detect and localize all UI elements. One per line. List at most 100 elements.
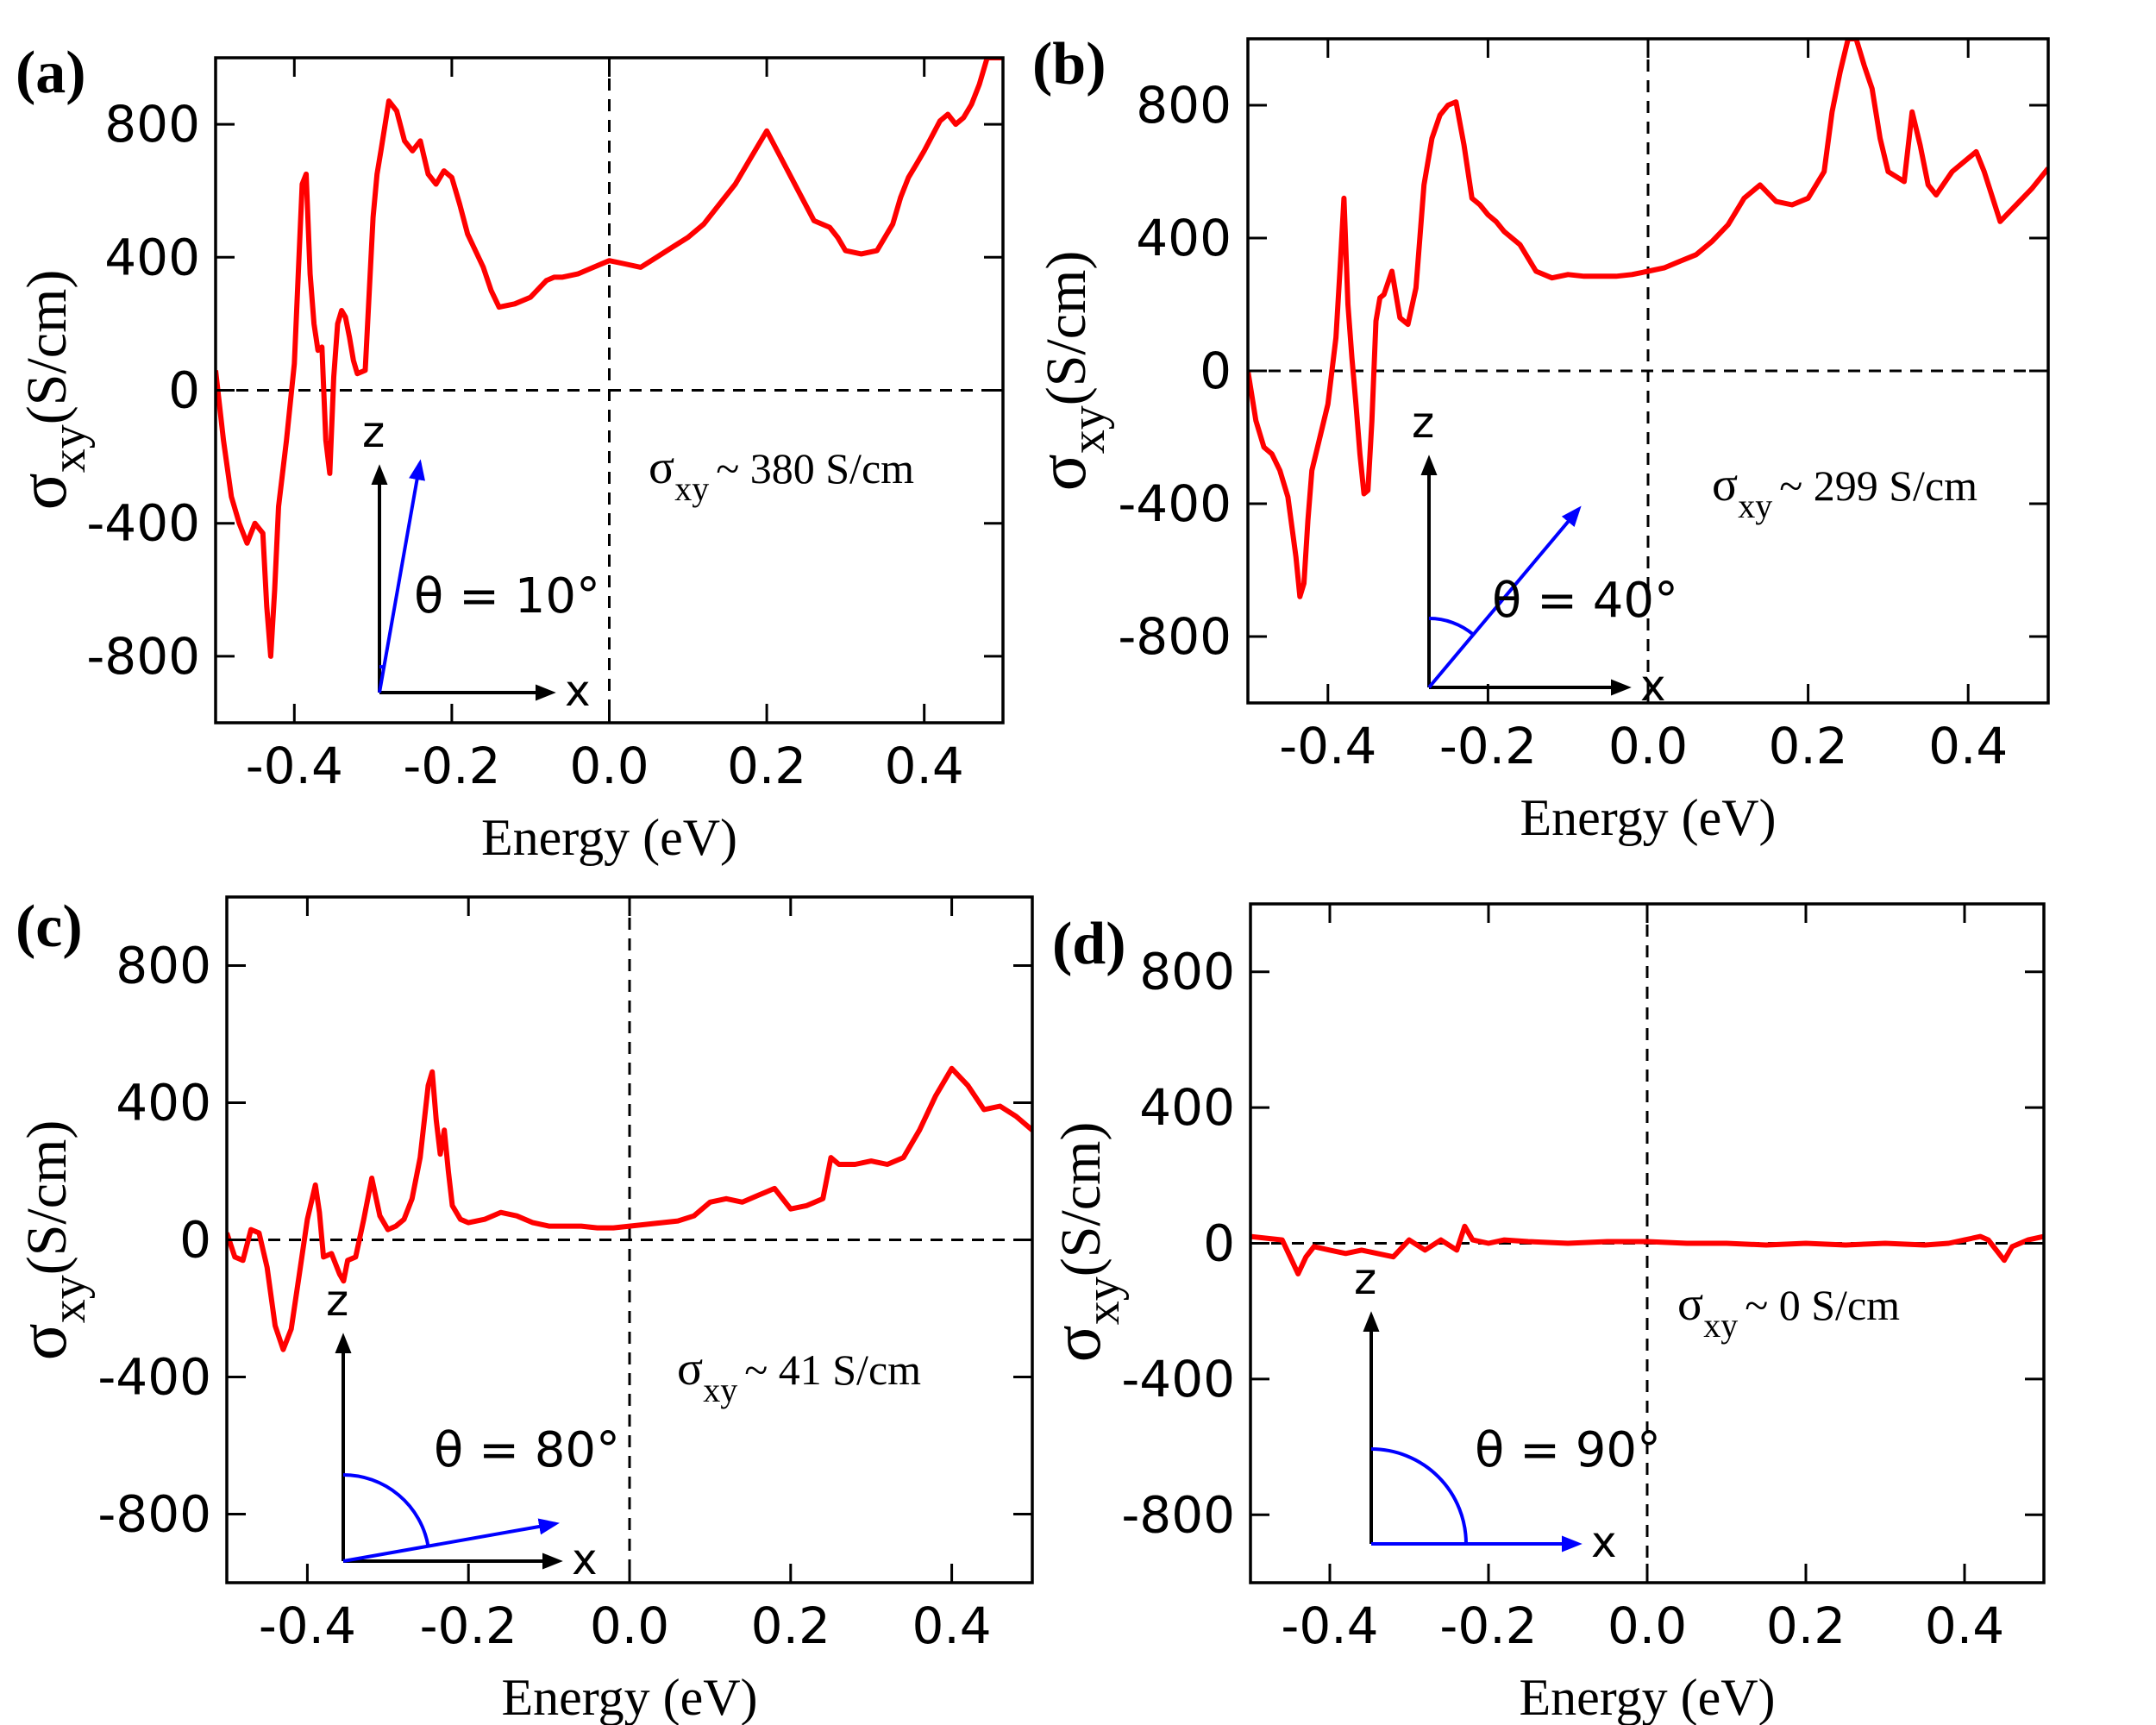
y-tick-label: 0 — [1200, 342, 1232, 400]
panel-label: (a) — [16, 40, 86, 106]
y-axis-unit: (S/cm) — [16, 1120, 78, 1276]
x-tick-label: -0.4 — [259, 1596, 356, 1655]
y-axis-subscript: xy — [1076, 1276, 1130, 1325]
y-tick-label: 800 — [104, 95, 200, 154]
annotation-symbol: σ — [1677, 1277, 1703, 1331]
inset-magnetization-vector — [378, 459, 426, 693]
x-tick-label: 0.4 — [1925, 1596, 2004, 1655]
inset-magnetization-vector — [1427, 505, 1582, 689]
x-tick-label: -0.2 — [403, 737, 500, 795]
y-axis-subscript: xy — [42, 1275, 96, 1323]
panel-a: -800 -400 0 400 800 -0.4 -0.2 0.0 0.2 0.4 Energy (… — [5, 40, 1005, 866]
panel-label: (c) — [16, 894, 83, 960]
annotation-value: ~ 380 S/cm — [716, 444, 914, 492]
x-axis-title: Energy (eV) — [481, 809, 737, 866]
sigma-xy-curve — [216, 58, 1003, 659]
inset-x-label: x — [1640, 661, 1666, 711]
y-axis-symbol: σ — [1025, 454, 1100, 491]
annotation-value: ~ 0 S/cm — [1745, 1281, 1900, 1329]
y-axis-symbol: σ — [5, 1323, 81, 1360]
y-axis-title: σxy(S/cm) — [5, 1120, 96, 1361]
annotation-symbol: σ — [1712, 458, 1738, 511]
inset-x-label: x — [565, 666, 591, 716]
x-tick-label: 0.2 — [751, 1596, 830, 1655]
x-axis-title: Energy (eV) — [1519, 1669, 1775, 1725]
inset-angle-arc — [1428, 617, 1475, 637]
sigma-annotation: σxy ~ 41 S/cm — [677, 1342, 921, 1409]
annotation-subscript: xy — [674, 469, 709, 508]
theta-label: θ = 40° — [1492, 573, 1678, 629]
x-tick-label: 0.0 — [569, 737, 649, 795]
x-tick-label: -0.2 — [1439, 717, 1537, 775]
x-tick-label: 0.2 — [727, 737, 806, 795]
x-tick-label: 0.0 — [1608, 1596, 1687, 1655]
sigma-annotation: σxy ~ 380 S/cm — [649, 441, 914, 508]
x-tick-label: 0.4 — [885, 737, 964, 795]
annotation-subscript: xy — [1703, 1306, 1738, 1345]
x-tick-label: 0.2 — [1766, 1596, 1846, 1655]
y-axis-subscript: xy — [1062, 405, 1115, 454]
x-tick-label: -0.4 — [246, 737, 343, 795]
sigma-xy-curve — [227, 1065, 1032, 1352]
y-axis-title: σxy(S/cm) — [1025, 251, 1115, 492]
inset-x-label: x — [572, 1534, 598, 1584]
panel-c: -800 -400 0 400 800 -0.4 -0.2 0.0 0.2 0.4 Energy (… — [5, 894, 1034, 1725]
inset-z-label: z — [1354, 1254, 1376, 1304]
x-axis-title: Energy (eV) — [1520, 789, 1776, 846]
y-tick-label: -800 — [1121, 1485, 1235, 1544]
x-tick-label: -0.4 — [1281, 1596, 1378, 1655]
inset-angle-arc — [342, 1473, 430, 1546]
y-axis-symbol: σ — [5, 473, 81, 510]
x-tick-label: -0.2 — [420, 1596, 517, 1655]
x-tick-label: 0.4 — [1928, 717, 2008, 775]
y-tick-label: 400 — [1139, 1078, 1235, 1137]
x-tick-label: 0.0 — [1608, 717, 1688, 775]
inset-angle-arc — [1370, 1447, 1468, 1545]
y-axis-unit: (S/cm) — [16, 270, 78, 425]
y-tick-label: -800 — [86, 627, 200, 686]
inset-z-label: z — [1412, 398, 1434, 448]
panel-label: (b) — [1032, 31, 1106, 97]
y-tick-label: -400 — [1118, 474, 1232, 533]
annotation-subscript: xy — [703, 1371, 737, 1409]
annotation-symbol: σ — [649, 441, 674, 494]
inset-z-label: z — [362, 407, 385, 457]
x-tick-label: -0.2 — [1439, 1596, 1537, 1655]
theta-label: θ = 80° — [434, 1422, 620, 1478]
inset-angle-arc — [379, 665, 385, 669]
x-tick-label: 0.0 — [590, 1596, 669, 1655]
sigma-xy-curve — [1248, 39, 2048, 599]
y-axis-title: σxy(S/cm) — [1039, 1122, 1130, 1363]
annotation-subscript: xy — [1738, 486, 1772, 525]
y-tick-label: 400 — [1136, 209, 1232, 267]
y-tick-label: 0 — [1203, 1214, 1235, 1273]
y-tick-label: 800 — [1136, 76, 1232, 135]
sigma-annotation: σxy ~ 299 S/cm — [1712, 458, 1977, 525]
sigma-annotation: σxy ~ 0 S/cm — [1677, 1277, 1900, 1345]
panel-d: -800 -400 0 400 800 -0.4 -0.2 0.0 0.2 0.4 Energy (… — [1039, 902, 2046, 1725]
x-tick-label: 0.2 — [1768, 717, 1847, 775]
y-tick-label: -400 — [97, 1348, 211, 1407]
y-tick-label: 800 — [116, 937, 211, 995]
y-tick-label: -400 — [1121, 1350, 1235, 1408]
annotation-value: ~ 41 S/cm — [744, 1346, 921, 1394]
y-tick-label: 400 — [104, 228, 200, 286]
panel-label: (d) — [1052, 911, 1126, 977]
annotation-value: ~ 299 S/cm — [1779, 461, 1977, 510]
y-axis-unit: (S/cm) — [1050, 1122, 1112, 1277]
inset-z-label: z — [326, 1276, 348, 1326]
y-axis-unit: (S/cm) — [1035, 251, 1098, 406]
y-tick-label: 400 — [116, 1074, 211, 1132]
y-tick-label: -800 — [1118, 607, 1232, 666]
x-tick-label: -0.4 — [1279, 717, 1376, 775]
x-axis-title: Energy (eV) — [501, 1669, 757, 1725]
inset-x-label: x — [1591, 1517, 1617, 1567]
y-tick-label: 800 — [1139, 943, 1235, 1001]
y-axis-subscript: xy — [42, 424, 96, 473]
y-tick-label: -400 — [86, 494, 200, 553]
y-axis-symbol: σ — [1039, 1325, 1115, 1362]
inset-magnetization-vector — [342, 1518, 560, 1563]
theta-label: θ = 10° — [414, 568, 600, 624]
annotation-symbol: σ — [677, 1342, 703, 1396]
